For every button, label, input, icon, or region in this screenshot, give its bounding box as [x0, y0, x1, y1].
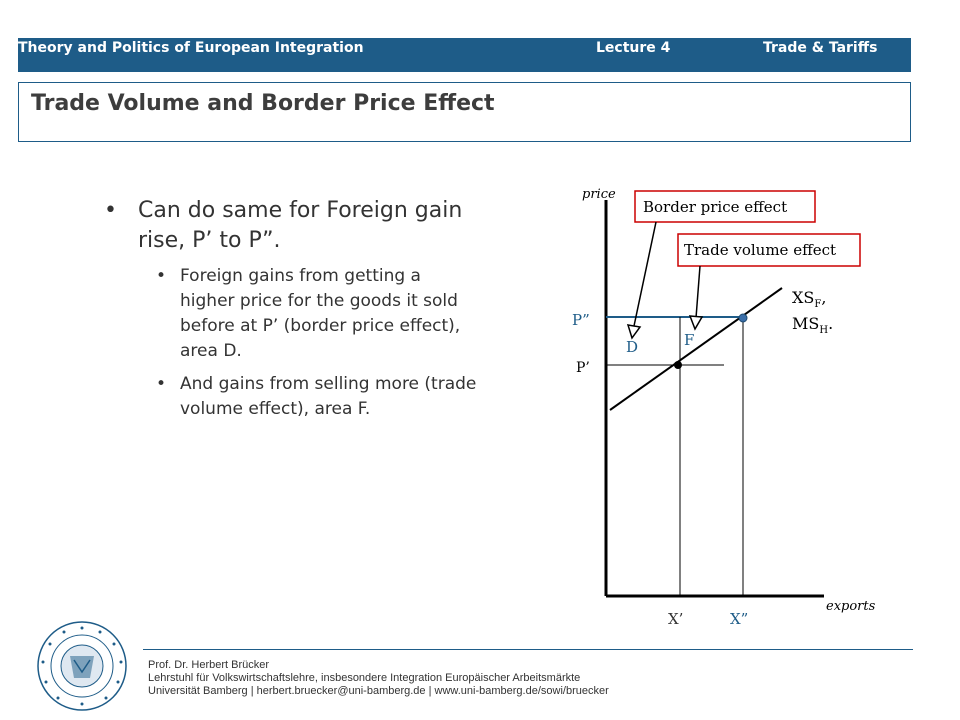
- university-seal-logo: [37, 621, 127, 711]
- y-axis-label: price: [582, 187, 616, 202]
- footer-chair: Lehrstuhl für Volkswirtschaftslehre, ins…: [148, 672, 581, 684]
- sub-bullet: • Foreign gains from getting a higher pr…: [100, 264, 480, 364]
- qty-high-label: X”: [730, 610, 748, 628]
- footer-contact: Universität Bamberg | herbert.bruecker@u…: [148, 685, 609, 697]
- curve-label-ms: MSH.: [792, 314, 833, 336]
- slide-title: Trade Volume and Border Price Effect: [31, 91, 495, 116]
- trade-volume-arrow: [695, 265, 701, 319]
- sub-bullet-text: Foreign gains from getting a higher pric…: [180, 266, 461, 361]
- course-title: Theory and Politics of European Integrat…: [18, 40, 364, 56]
- bullet-icon: •: [156, 266, 167, 286]
- border-price-arrowhead: [626, 324, 642, 340]
- bullet-icon: •: [156, 374, 167, 394]
- equilibrium-point-low: [674, 361, 682, 369]
- price-high-label: P”: [572, 311, 590, 329]
- bullet-icon: •: [104, 198, 117, 223]
- lecture-number: Lecture 4: [596, 40, 671, 56]
- trade-volume-callout: [677, 233, 861, 267]
- sub-bullet-text: And gains from selling more (trade volum…: [180, 374, 477, 419]
- area-f-label: F: [684, 331, 694, 349]
- x-axis-label: exports: [826, 599, 876, 614]
- trade-volume-arrowhead: [688, 315, 704, 331]
- footer-name: Prof. Dr. Herbert Brücker: [148, 659, 270, 671]
- main-bullet: • Can do same for Foreign gain rise, P’ …: [100, 196, 500, 256]
- title-box: Trade Volume and Border Price Effect: [18, 82, 911, 142]
- sub-bullet: • And gains from selling more (trade vol…: [100, 372, 480, 422]
- header-bar: Theory and Politics of European Integrat…: [18, 38, 911, 72]
- curve-label-xs: XSF,: [792, 288, 826, 310]
- main-bullet-text: Can do same for Foreign gain rise, P’ to…: [138, 198, 463, 253]
- price-low-label: P’: [576, 360, 590, 376]
- footer: Prof. Dr. Herbert Brücker Lehrstuhl für …: [148, 659, 609, 698]
- area-d-label: D: [626, 338, 638, 356]
- border-price-callout-text: Border price effect: [643, 198, 787, 216]
- footer-divider: [143, 649, 913, 650]
- lecture-topic: Trade & Tariffs: [763, 40, 878, 56]
- qty-low-label: X’: [668, 610, 683, 628]
- bullet-list: • Can do same for Foreign gain rise, P’ …: [100, 196, 500, 422]
- export-supply-diagram: price exports P” P’ D F XSF, MSH. X’ X” …: [572, 187, 876, 628]
- xs-curve: [609, 287, 783, 411]
- equilibrium-point-high: [738, 313, 748, 323]
- border-price-arrow: [633, 221, 657, 327]
- trade-volume-callout-text: Trade volume effect: [684, 241, 836, 259]
- border-price-callout: [634, 190, 816, 223]
